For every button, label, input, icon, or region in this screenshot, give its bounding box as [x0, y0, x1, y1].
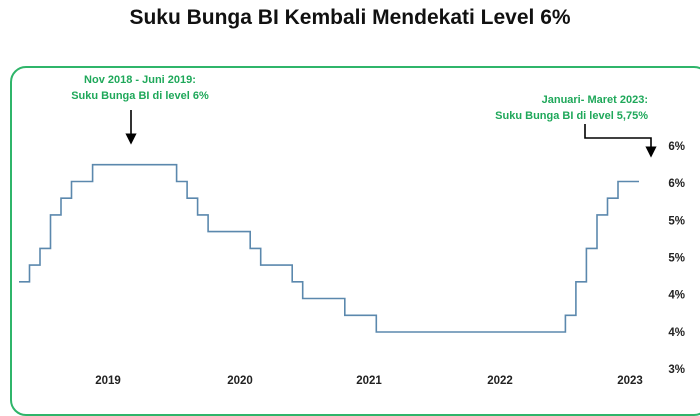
series-line-0	[19, 163, 639, 333]
x-tick-label-2019: 2019	[95, 375, 121, 387]
annotation-2023-line-2: Suku Bunga BI di level 5,75%	[495, 110, 648, 122]
y-tick-label: 4%	[668, 327, 685, 339]
y-tick-label: 5%	[668, 215, 685, 227]
annotation-2019-line-1: Nov 2018 - Juni 2019:	[84, 74, 196, 86]
x-tick-label-2021: 2021	[356, 375, 382, 387]
annotation-2019-line-2: Suku Bunga BI di level 6%	[71, 90, 209, 102]
annotation-arrow-2023	[584, 124, 657, 158]
y-tick-label: 5%	[668, 253, 685, 265]
x-tick-label-2020: 2020	[227, 375, 253, 387]
chart-plot: 2019 2020 2021 2022 2023 3% 4% 4% 5% 5% 6% 6% Nov …	[19, 74, 685, 387]
y-tick-label: 4%	[668, 290, 685, 302]
y-tick-label: 3%	[668, 364, 685, 376]
y-tick-label: 6%	[668, 178, 685, 190]
x-tick-label-2023: 2023	[617, 375, 643, 387]
annotation-2023-line-1: Januari- Maret 2023:	[542, 94, 648, 106]
y-tick-label: 6%	[668, 141, 685, 153]
x-tick-label-2022: 2022	[487, 375, 513, 387]
chart-title: Suku Bunga BI Kembali Mendekati Level 6%	[129, 6, 571, 29]
